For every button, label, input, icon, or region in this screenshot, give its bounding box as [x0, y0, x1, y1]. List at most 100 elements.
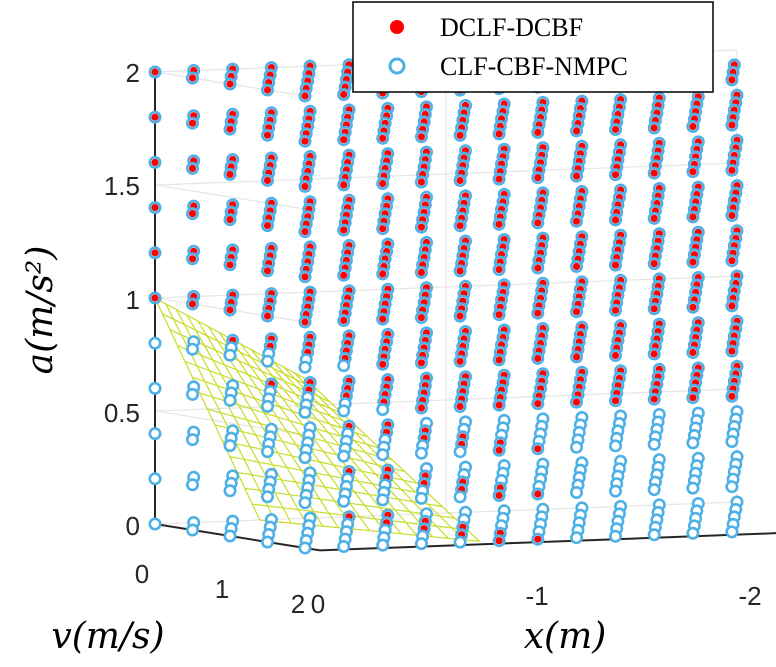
nmpc-point [686, 481, 700, 495]
nmpc-point [186, 478, 200, 492]
dclf-dcbf-point [340, 136, 348, 144]
nmpc-point [148, 517, 162, 531]
nmpc-point [223, 348, 237, 362]
dclf-dcbf-point [188, 119, 197, 127]
dclf-dcbf-point [151, 204, 159, 212]
surface-line [304, 378, 481, 542]
dclf-dcbf-point [611, 306, 620, 314]
nmpc-point [376, 493, 390, 507]
dclf-dcbf-point [572, 217, 581, 225]
nmpc-point [260, 535, 274, 549]
dclf-dcbf-point [340, 271, 348, 279]
dclf-dcbf-point [226, 125, 234, 133]
dclf-dcbf-point [417, 268, 425, 276]
dclf-dcbf-point [689, 394, 697, 402]
dclf-dcbf-point [379, 225, 387, 233]
dclf-dcbf-point [728, 257, 736, 265]
dclf-dcbf-point [728, 347, 736, 355]
dclf-dcbf-point [379, 315, 387, 323]
nmpc-point [337, 494, 351, 508]
dclf-dcbf-point [456, 176, 464, 185]
nmpc-point [647, 437, 661, 451]
nmpc-point [686, 436, 700, 450]
nmpc-point [298, 496, 312, 510]
dclf-dcbf-point [379, 360, 387, 368]
dclf-dcbf-point [611, 351, 620, 360]
nmpc-point [148, 336, 162, 350]
x-axis-label: x(m) [524, 616, 607, 657]
nmpc-point [376, 538, 390, 552]
dclf-dcbf-point [417, 314, 425, 322]
nmpc-point [260, 490, 274, 504]
dclf-dcbf-point [534, 128, 542, 136]
surface-line [229, 456, 430, 496]
dclf-dcbf-point [301, 137, 309, 145]
nmpc-point [608, 484, 622, 498]
axis-line [154, 523, 321, 552]
nmpc-point [453, 490, 467, 504]
dclf-dcbf-point [689, 213, 697, 221]
dclf-dcbf-point [417, 359, 425, 367]
dclf-dcbf-point [226, 170, 234, 178]
nmpc-point [414, 446, 428, 460]
nmpc-point [608, 439, 622, 453]
a-axis-ticks: 2 1.5 1 0.5 0 [104, 58, 140, 541]
dclf-dcbf-point [340, 316, 348, 325]
dclf-dcbf-point [534, 535, 542, 543]
legend-label: DCLF-DCBF [440, 13, 583, 42]
x-tick-label: -1 [525, 581, 548, 611]
dclf-dcbf-point [456, 402, 464, 411]
dclf-dcbf-point [611, 171, 620, 179]
dclf-dcbf-point [495, 311, 503, 319]
dclf-dcbf-point [728, 392, 736, 400]
nmpc-point [298, 360, 312, 374]
nmpc-point [569, 531, 583, 545]
dclf-dcbf-point [650, 124, 658, 132]
nmpc-point [414, 537, 428, 551]
dclf-dcbf-point [151, 249, 159, 257]
dclf-dcbf-point [689, 168, 697, 176]
dclf-dcbf-point [188, 300, 197, 308]
dclf-dcbf-point [728, 166, 736, 174]
dclf-dcbf-point [263, 86, 272, 94]
nmpc-point [148, 472, 162, 486]
grid-line [154, 410, 306, 436]
dclf-dcbf-point [611, 397, 620, 405]
dclf-dcbf-point [572, 127, 581, 135]
dclf-dcbf-point [611, 125, 620, 134]
dclf-dcbf-point [340, 90, 348, 99]
a-tick-label: 1.5 [104, 171, 140, 201]
nmpc-point [148, 427, 162, 441]
dclf-dcbf-point [379, 134, 387, 142]
dclf-dcbf-point [226, 261, 234, 269]
dclf-dcbf-point [728, 76, 736, 84]
nmpc-point [725, 434, 739, 448]
nmpc-point [260, 399, 274, 413]
dclf-dcbf-point [495, 220, 503, 228]
dclf-dcbf-point [151, 158, 159, 166]
dclf-dcbf-point [495, 537, 503, 545]
dclf-dcbf-point [495, 446, 503, 454]
a-tick-label: 0.5 [104, 398, 140, 428]
surface-line [261, 355, 418, 536]
dclf-dcbf-point [301, 228, 309, 236]
dclf-dcbf-point [340, 181, 348, 189]
nmpc-point [260, 354, 274, 368]
nmpc-point [608, 529, 622, 543]
dclf-dcbf-point [534, 400, 542, 408]
dclf-dcbf-point [456, 131, 464, 139]
v-axis-ticks: 0 1 2 [135, 559, 305, 619]
dclf-dcbf-point [572, 262, 581, 271]
dclf-dcbf-point [495, 356, 503, 364]
v-axis-label: v(m/s) [51, 616, 164, 657]
nmpc-point [298, 541, 312, 555]
dclf-dcbf-point [340, 226, 348, 234]
dclf-dcbf-point [650, 395, 658, 403]
dclf-dcbf-point [151, 294, 159, 302]
dclf-dcbf-point [456, 312, 464, 320]
dclf-dcbf-point [151, 68, 159, 76]
nmpc-point [223, 529, 237, 543]
dclf-dcbf-point [263, 312, 272, 320]
dclf-dcbf-point [301, 182, 309, 190]
